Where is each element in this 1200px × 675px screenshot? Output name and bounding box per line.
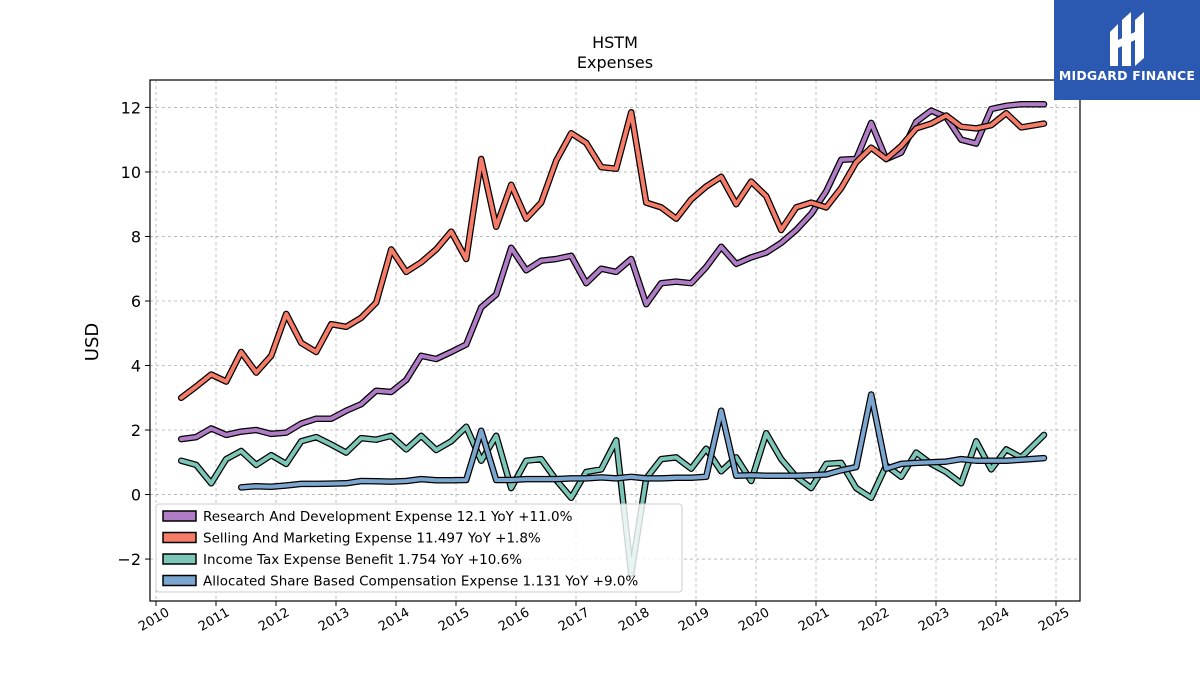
x-axis-ticks: 2010 2011 2012 2013 2014 2015 2016 2017 2018 2019… bbox=[136, 601, 1072, 635]
legend-entry: Income Tax Expense Benefit 1.754 YoY +10… bbox=[162, 552, 522, 568]
series-1 bbox=[177, 100, 1048, 443]
legend-label: Research And Development Expense 12.1 Yo… bbox=[203, 509, 573, 525]
y-tick-label: 2 bbox=[131, 421, 141, 440]
x-tick-label: 2019 bbox=[676, 605, 712, 635]
legend-swatch bbox=[162, 531, 197, 544]
series-line bbox=[239, 392, 1046, 490]
y-tick-label: 4 bbox=[131, 357, 141, 376]
x-tick-label: 2010 bbox=[136, 605, 172, 635]
legend-swatch bbox=[162, 574, 197, 587]
y-tick-label: 6 bbox=[131, 292, 141, 311]
brand-name: MIDGARD FINANCE bbox=[1058, 68, 1196, 83]
legend-swatch bbox=[162, 510, 197, 522]
y-axis-ticks: 12 10 8 6 4 2 0 −2 bbox=[117, 98, 150, 569]
legend-label: Income Tax Expense Benefit 1.754 YoY +10… bbox=[203, 552, 522, 568]
plot-frame bbox=[149, 79, 1081, 602]
x-tick-label: 2011 bbox=[196, 605, 232, 635]
x-tick-label: 2020 bbox=[736, 605, 772, 635]
legend-swatch bbox=[162, 553, 197, 565]
series-line bbox=[179, 424, 1046, 576]
x-tick-label: 2018 bbox=[616, 605, 652, 635]
series-line bbox=[179, 102, 1046, 442]
legend-label: Selling And Marketing Expense 11.497 YoY… bbox=[203, 531, 541, 547]
x-tick-label: 2017 bbox=[556, 605, 592, 635]
x-tick-label: 2013 bbox=[316, 605, 352, 635]
series-2 bbox=[177, 109, 1048, 402]
y-tick-label: −2 bbox=[117, 550, 141, 569]
x-tick-label: 2014 bbox=[376, 605, 412, 635]
x-tick-label: 2016 bbox=[496, 605, 532, 635]
x-tick-label: 2023 bbox=[916, 605, 952, 635]
x-tick-label: 2015 bbox=[436, 605, 472, 635]
legend: Research And Development Expense 12.1 Yo… bbox=[155, 503, 683, 593]
x-tick-label: 2024 bbox=[976, 605, 1012, 635]
legend-label: Allocated Share Based Compensation Expen… bbox=[203, 574, 638, 590]
y-axis-label: USD bbox=[82, 323, 103, 361]
x-tick-label: 2025 bbox=[1036, 605, 1072, 635]
series-4 bbox=[237, 391, 1048, 491]
y-tick-label: 10 bbox=[121, 163, 141, 182]
brand-mark-icon bbox=[1110, 12, 1144, 66]
chart-title: HSTM bbox=[592, 33, 638, 52]
x-tick-label: 2012 bbox=[256, 605, 292, 635]
series-line bbox=[179, 110, 1046, 400]
x-tick-label: 2021 bbox=[796, 605, 832, 635]
series-3 bbox=[177, 423, 1048, 577]
legend-entry: Selling And Marketing Expense 11.497 YoY… bbox=[162, 531, 541, 547]
y-tick-label: 0 bbox=[131, 486, 141, 505]
brand-logo: MIDGARD FINANCE bbox=[1054, 0, 1200, 100]
legend-entry: Research And Development Expense 12.1 Yo… bbox=[162, 509, 573, 525]
chart-subtitle: Expenses bbox=[577, 53, 653, 72]
legend-entry: Allocated Share Based Compensation Expen… bbox=[162, 574, 638, 590]
series-group bbox=[177, 100, 1048, 577]
series-line-outline bbox=[177, 109, 1048, 402]
legend-box bbox=[155, 503, 683, 593]
y-tick-label: 12 bbox=[121, 98, 141, 117]
x-tick-label: 2022 bbox=[856, 605, 892, 635]
y-tick-label: 8 bbox=[131, 227, 141, 246]
